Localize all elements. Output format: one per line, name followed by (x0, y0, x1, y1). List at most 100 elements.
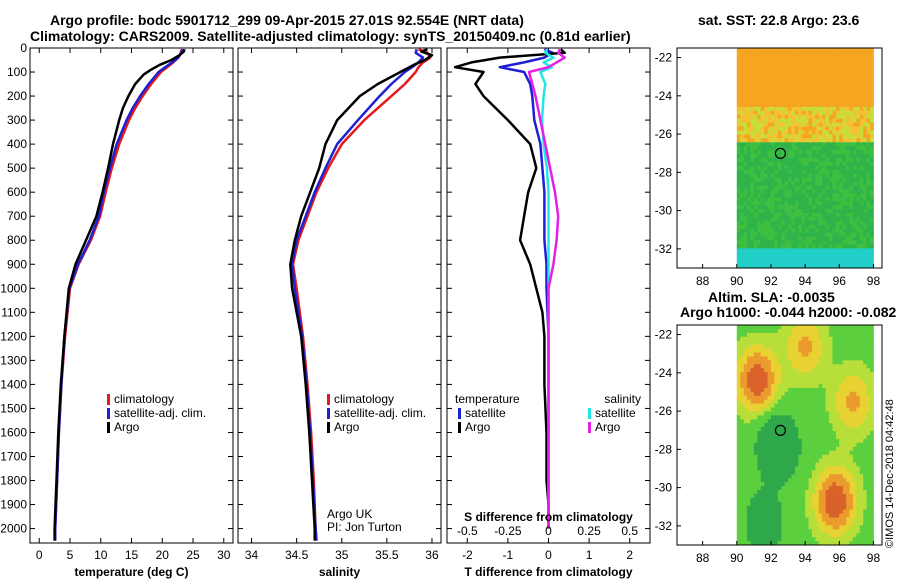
map_sla-cell (852, 474, 857, 479)
map_sst-cell (870, 150, 874, 155)
map_sla-cell (846, 454, 850, 459)
map_sst-cell (835, 138, 840, 143)
map_sla-cell (736, 364, 741, 369)
map_sla-cell (788, 368, 792, 373)
map_sst-cell (753, 177, 758, 182)
map_sla-cell (774, 387, 779, 393)
map_sst-cell (835, 83, 840, 88)
map_sst-cell (835, 181, 840, 186)
map_sla-cell (852, 360, 857, 365)
map_sst-cell (866, 161, 871, 167)
map_sst-cell (747, 181, 751, 186)
map_sst-cell (863, 173, 868, 179)
map_sla-cell (791, 415, 796, 420)
map_sla-cell (805, 466, 809, 471)
map_sst-cell (832, 173, 837, 179)
map_sla-cell (788, 387, 792, 393)
map_sst-cell (818, 189, 823, 194)
map_sst-cell (774, 193, 779, 198)
map_sst-cell (832, 63, 837, 69)
map_sla-cell (801, 403, 806, 408)
map_sst-cell (846, 106, 850, 112)
map_sst-cell (805, 220, 809, 226)
map_sla-cell (753, 462, 758, 467)
map_sst-cell (805, 213, 809, 218)
map_sla-cell (747, 325, 751, 330)
map_sst-cell (750, 83, 755, 88)
map_sst-cell (856, 220, 861, 226)
map_sla-cell (839, 387, 844, 393)
map_sst-cell (736, 252, 741, 257)
map_sla-cell (805, 340, 809, 346)
map_sla-cell (788, 356, 792, 361)
map_sst-cell (788, 55, 792, 61)
map_sst-cell (791, 59, 796, 65)
map_sst-cell (740, 197, 745, 202)
map_sla-cell (760, 383, 765, 389)
salinity-annotation-line2: PI: Jon Turton (327, 520, 402, 534)
map_sla-cell (747, 407, 751, 412)
map_sst-cell (811, 205, 816, 210)
map_sla-cell (750, 383, 755, 389)
map_sla-cell (832, 533, 837, 538)
map_sla-cell (835, 325, 840, 330)
map_sla-cell (849, 352, 854, 357)
difference-xtick-label: -1 (503, 548, 514, 562)
map_sst-cell (856, 79, 861, 84)
map_sst-cell (859, 48, 864, 53)
map_sst-cell (835, 59, 840, 65)
map_sla-cell (818, 395, 823, 401)
map_sst-cell (736, 91, 741, 96)
map_sst-cell (777, 201, 782, 206)
map_sla-cell (794, 399, 799, 404)
map_sla-cell (770, 529, 775, 534)
map_sst-cell (740, 260, 745, 265)
map_sla-cell (801, 541, 806, 546)
map_sla-cell (849, 372, 854, 377)
map_sla-cell (849, 336, 854, 342)
map_sst-cell (856, 118, 861, 124)
salinity-legend-item: satellite-adj. clim. (334, 406, 426, 420)
map_sla-cell (811, 403, 816, 408)
map_sst-cell (801, 224, 806, 230)
map_sst-cell (794, 240, 799, 245)
map_sst-cell (829, 189, 833, 194)
map_sst-cell (798, 232, 803, 237)
map_sst-cell (829, 55, 833, 61)
map_sla-cell (781, 372, 786, 377)
map_sst-cell (832, 181, 837, 186)
map_sst-cell (818, 236, 823, 241)
map_sst-cell (829, 146, 833, 151)
map_sla-cell (832, 529, 837, 534)
map_sst-cell (753, 205, 758, 210)
map_sla-cell (760, 533, 765, 538)
map_sla-cell (743, 470, 748, 475)
map_sla-cell (866, 356, 871, 361)
map_sla-cell (781, 470, 786, 475)
map_sla-cell (835, 486, 840, 491)
map_sst-cell (781, 161, 786, 167)
map_sla-cell (794, 490, 799, 495)
map_sst-cell (736, 209, 741, 214)
map_sla-cell (753, 423, 758, 428)
map_sst-cell (801, 260, 806, 265)
map_sst-cell (811, 130, 816, 135)
map_sst-cell (856, 63, 861, 69)
map_sla-cell (832, 454, 837, 459)
map_sst-cell (781, 260, 786, 265)
map_sla-cell (805, 376, 809, 381)
map_sla-cell (798, 352, 803, 357)
map_sla-cell (753, 533, 758, 538)
map_sst-cell (777, 165, 782, 171)
map_sst-cell (870, 75, 874, 80)
map_sst-cell (798, 185, 803, 190)
map_sst-cell (825, 224, 830, 230)
map_sla-cell (822, 336, 827, 342)
map_sla-cell (798, 450, 803, 456)
map_sla-cell (805, 427, 809, 432)
map_sst-cell (849, 99, 854, 104)
map_sla-cell (798, 427, 803, 432)
map_sst-cell (839, 236, 844, 241)
map_sla-cell (784, 442, 789, 448)
map_sla-cell (815, 517, 820, 522)
